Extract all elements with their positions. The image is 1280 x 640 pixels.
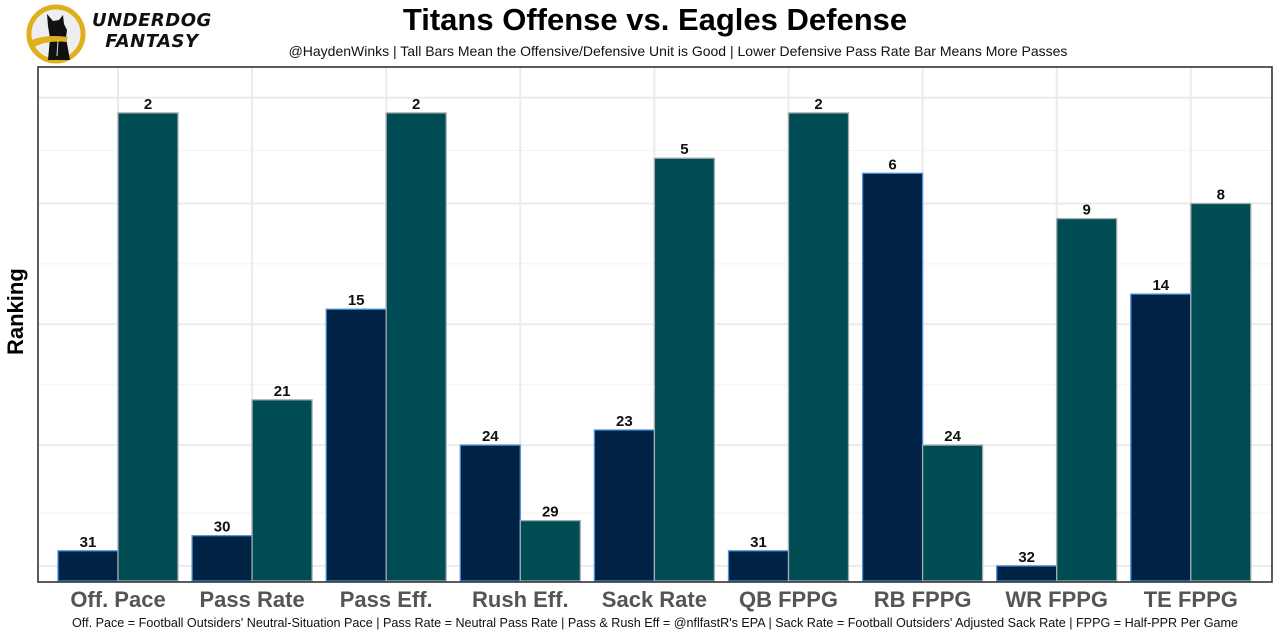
- plot-panel-border: [37, 66, 1273, 583]
- offense-value-label: 30: [214, 519, 231, 536]
- chart-title: Titans Offense vs. Eagles Defense: [402, 2, 908, 37]
- offense-value-label: 31: [80, 534, 97, 551]
- x-tick-label: Pass Rate: [200, 587, 305, 612]
- defense-bar: [787, 112, 850, 582]
- x-tick-label: Sack Rate: [602, 587, 707, 612]
- defense-value-label: 29: [542, 504, 559, 521]
- x-tick-label: Rush Eff.: [472, 587, 569, 612]
- offense-value-label: 14: [1152, 277, 1169, 294]
- chart-caption: Off. Pace = Football Outsiders' Neutral-…: [72, 616, 1238, 630]
- offense-value-label: 23: [616, 413, 633, 430]
- defense-bar: [519, 519, 581, 582]
- x-tick-label: QB FPPG: [739, 587, 838, 612]
- offense-bar: [996, 565, 1058, 582]
- offense-bar: [861, 172, 924, 582]
- offense-value-label: 32: [1018, 549, 1035, 566]
- x-tick-label: TE FPPG: [1144, 587, 1238, 612]
- defense-value-label: 21: [274, 383, 291, 400]
- defense-bar: [1056, 217, 1118, 582]
- offense-bar: [459, 444, 521, 582]
- x-tick-label: Pass Eff.: [340, 587, 433, 612]
- x-tick-label: WR FPPG: [1005, 587, 1108, 612]
- defense-value-label: 5: [680, 141, 688, 158]
- x-tick-label: Off. Pace: [70, 587, 165, 612]
- offense-bar: [593, 429, 656, 582]
- offense-bar: [1130, 293, 1192, 582]
- defense-bar: [117, 112, 179, 582]
- offense-bar: [727, 550, 790, 582]
- defense-value-label: 8: [1217, 187, 1225, 204]
- defense-bar: [385, 112, 447, 582]
- chart-subtitle: @HaydenWinks | Tall Bars Mean the Offens…: [288, 43, 1068, 59]
- offense-bar: [325, 308, 387, 582]
- data-labels: 31 2 30 21 15 2 24 29 23 5 31 2 6 24 32 9 14 8: [80, 96, 1225, 566]
- defense-value-label: 9: [1083, 202, 1091, 219]
- defense-bar: [251, 399, 313, 582]
- dog-silhouette-icon: [26, 4, 86, 64]
- offense-value-label: 15: [348, 292, 365, 309]
- x-tick-label: RB FPPG: [874, 587, 972, 612]
- defense-value-label: 2: [814, 96, 822, 113]
- defense-bar: [1190, 202, 1252, 582]
- defense-value-label: 24: [944, 428, 961, 445]
- offense-bar: [191, 535, 253, 582]
- brand-line-1: UNDERDOG: [92, 10, 212, 31]
- underdog-logo: [26, 4, 86, 64]
- offense-bar: [57, 550, 119, 582]
- bars: [57, 112, 1252, 582]
- offense-value-label: 6: [888, 156, 896, 173]
- brand-name: UNDERDOG FANTASY: [92, 10, 212, 52]
- defense-value-label: 2: [412, 96, 420, 113]
- defense-value-label: 2: [144, 96, 152, 113]
- defense-bar: [653, 157, 716, 582]
- offense-value-label: 24: [482, 428, 499, 445]
- defense-bar: [921, 444, 984, 582]
- x-tick-labels: Off. Pace Pass Rate Pass Eff. Rush Eff. Sack…: [70, 587, 1238, 612]
- brand-line-2: FANTASY: [105, 31, 199, 52]
- offense-value-label: 31: [750, 534, 767, 551]
